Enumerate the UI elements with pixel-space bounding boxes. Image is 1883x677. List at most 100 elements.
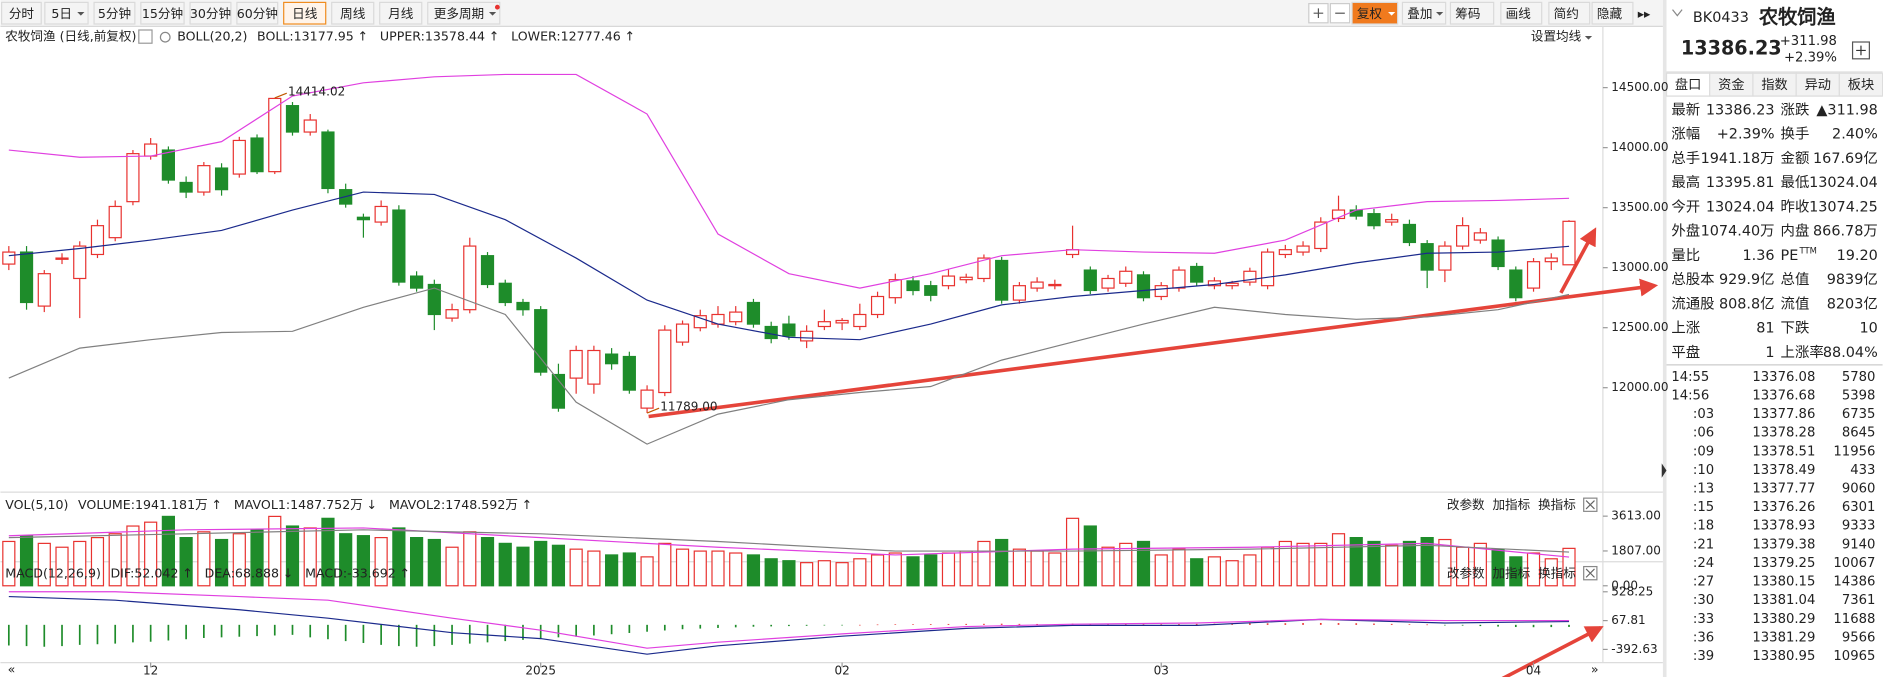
macd-bar xyxy=(451,624,453,645)
y-tick-label: 13000.00 xyxy=(1611,260,1668,274)
y-tick-label: 14000.00 xyxy=(1611,140,1668,154)
candle-body xyxy=(214,167,229,191)
volume-bar xyxy=(445,546,459,587)
candle-body xyxy=(1544,257,1558,263)
tool-button[interactable] xyxy=(1449,1,1495,25)
trade-time: :27 xyxy=(1693,575,1714,590)
field-value: 1.36 xyxy=(1742,248,1774,264)
candle-body xyxy=(179,181,193,193)
tool-label: 筹码 xyxy=(1455,6,1480,21)
indicator-button[interactable]: 改参数 xyxy=(1447,565,1485,580)
x-tick-label: 12 xyxy=(143,663,158,677)
indicator-button[interactable]: 换指标 xyxy=(1538,497,1576,512)
macd-bar xyxy=(291,624,294,635)
trade-volume: 9060 xyxy=(1842,482,1876,497)
candle-body xyxy=(835,319,849,324)
scroll-left[interactable]: « xyxy=(8,661,16,676)
splitter[interactable] xyxy=(1662,0,1667,677)
volume-bar xyxy=(339,533,353,587)
period-button[interactable] xyxy=(44,1,89,25)
legend-entry: LOWER:12777.46 xyxy=(511,29,621,44)
macd-bar xyxy=(433,624,436,647)
settings-icon[interactable] xyxy=(159,31,171,43)
macd-bar xyxy=(770,624,773,627)
panel-tab-label: 板块 xyxy=(1848,77,1874,93)
period-button[interactable] xyxy=(331,1,375,25)
period-button[interactable] xyxy=(1,1,42,25)
macd-bar xyxy=(61,624,63,647)
candle-body xyxy=(2,251,16,265)
macd-bar xyxy=(628,624,631,633)
macd-bar xyxy=(1497,624,1499,627)
candle-body xyxy=(303,119,317,133)
splitter-grip[interactable] xyxy=(1661,463,1667,478)
volume-bar xyxy=(1509,556,1523,587)
macd-bar xyxy=(43,624,46,647)
candle-body xyxy=(1172,269,1186,289)
volume-bar xyxy=(1119,542,1133,587)
close-icon xyxy=(1585,568,1595,578)
indicator-button[interactable]: 改参数 xyxy=(1447,497,1485,512)
trade-time: :33 xyxy=(1693,612,1714,627)
candle-body xyxy=(1136,274,1151,299)
indicator-button[interactable]: 加指标 xyxy=(1492,497,1530,512)
scroll-right[interactable]: » xyxy=(1591,661,1599,676)
indicator-button[interactable]: 换指标 xyxy=(1538,565,1576,580)
x-tick-label: 04 xyxy=(1526,663,1541,677)
tool-button[interactable] xyxy=(1500,1,1543,25)
field-label: 总手 xyxy=(1671,150,1700,167)
macd-bar xyxy=(1160,624,1163,625)
trend-arrow: ↑ xyxy=(211,497,222,512)
field-label: 下跌 xyxy=(1781,320,1810,337)
candle-body xyxy=(427,283,441,316)
volume-bar xyxy=(480,536,495,587)
period-label: 分时 xyxy=(9,6,35,21)
hide-icon: ▸▸ xyxy=(1638,6,1651,21)
trade-volume: 9566 xyxy=(1842,630,1876,645)
volume-bar xyxy=(1385,544,1399,587)
collapse-icon[interactable] xyxy=(1672,9,1683,17)
period-button[interactable] xyxy=(236,1,279,25)
period-button[interactable] xyxy=(283,1,327,25)
volume-bar xyxy=(285,525,300,587)
period-button[interactable] xyxy=(379,1,423,25)
volume-bar xyxy=(1065,517,1080,587)
period-button[interactable] xyxy=(427,1,501,25)
candle-body xyxy=(1491,239,1505,268)
tool-button[interactable] xyxy=(1401,1,1447,25)
trade-time: :13 xyxy=(1693,482,1714,497)
macd-bar xyxy=(557,624,560,638)
macd-bar xyxy=(1178,624,1180,625)
trade-time: :18 xyxy=(1693,519,1714,534)
period-button[interactable] xyxy=(140,1,185,25)
volume-bar xyxy=(658,542,672,587)
candle-body xyxy=(55,257,69,260)
indicator-button[interactable]: 加指标 xyxy=(1492,565,1530,580)
trade-time: :15 xyxy=(1693,500,1714,515)
candle-body xyxy=(658,329,672,394)
trade-price: 13379.38 xyxy=(1752,537,1815,552)
macd-bar xyxy=(1337,623,1340,625)
period-button[interactable] xyxy=(189,1,232,25)
trade-volume: 9333 xyxy=(1842,519,1876,534)
macd-bar xyxy=(947,623,950,625)
period-button[interactable] xyxy=(93,1,136,25)
help-button[interactable] xyxy=(138,29,153,44)
candle-body xyxy=(321,131,335,190)
tool-button[interactable] xyxy=(1351,1,1399,25)
candle-body xyxy=(1048,283,1062,287)
candle-body xyxy=(1473,232,1487,241)
volume-bar xyxy=(126,525,140,587)
field-label: 流值 xyxy=(1781,295,1810,312)
macd-bar xyxy=(876,624,879,626)
volume-bar xyxy=(374,536,388,587)
candle-body xyxy=(587,349,601,385)
tool-button[interactable] xyxy=(1591,1,1634,25)
settings-ma[interactable]: 设置均线 xyxy=(1531,29,1582,44)
macd-bar xyxy=(1266,623,1269,625)
macd-bar xyxy=(912,624,914,625)
tool-label: 叠加 xyxy=(1407,6,1432,21)
tool-button[interactable] xyxy=(1548,1,1591,25)
field-label: 内盘 xyxy=(1781,222,1810,240)
candle-body xyxy=(1225,282,1239,287)
